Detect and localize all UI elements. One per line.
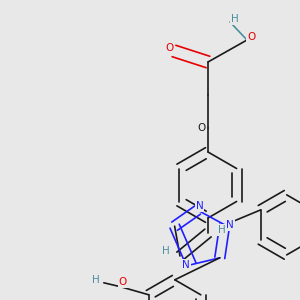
Text: H: H xyxy=(162,246,170,256)
Text: O: O xyxy=(166,43,174,53)
Text: N: N xyxy=(226,220,234,230)
Text: O: O xyxy=(198,123,206,133)
Text: H: H xyxy=(231,14,239,24)
Text: H: H xyxy=(218,225,226,235)
Text: N: N xyxy=(196,201,203,211)
Text: O: O xyxy=(247,32,255,42)
Text: H: H xyxy=(92,275,100,285)
Text: N: N xyxy=(182,260,190,270)
Text: O: O xyxy=(119,277,127,287)
